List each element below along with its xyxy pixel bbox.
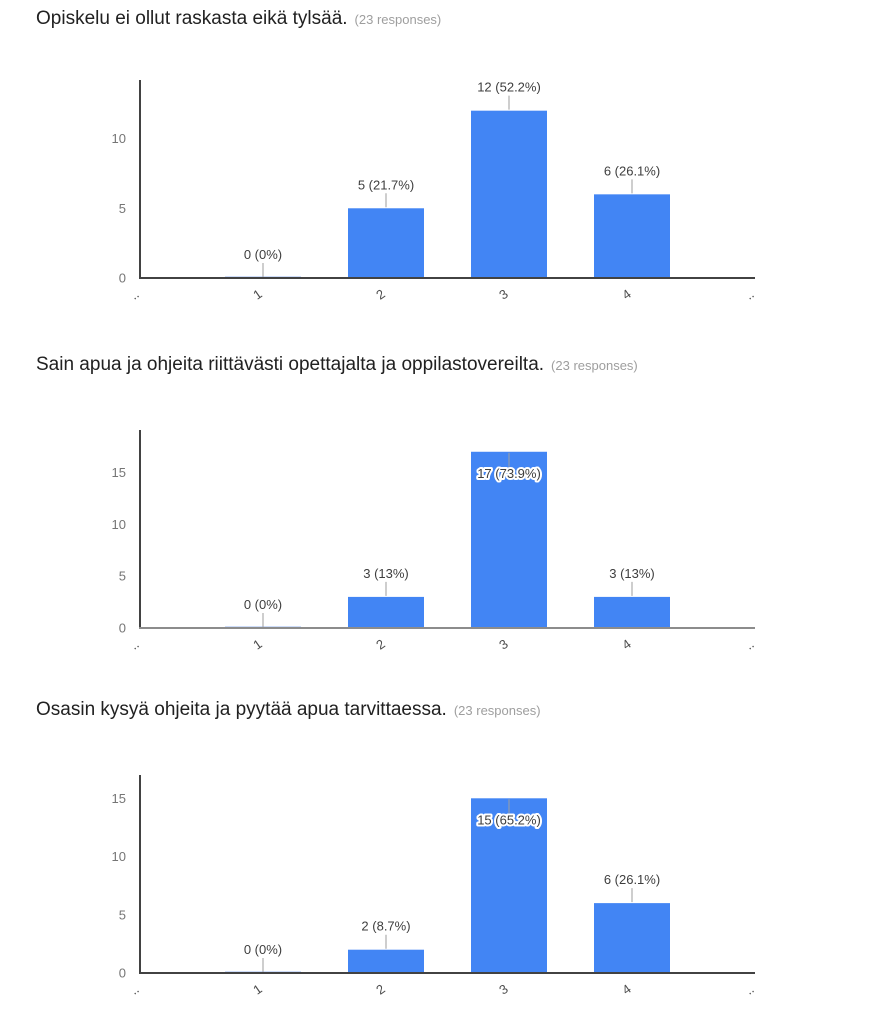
bar-annotation: 3 (13%) <box>609 566 655 581</box>
y-tick-label: 0 <box>119 621 126 636</box>
bar-chart: 0 5 10 15.. 1 2 3 4 .. 0 (0%) 3 (13%) 17 (73.9%) 3 (… <box>112 430 757 653</box>
x-edge-label: .. <box>127 286 142 302</box>
bar-3[interactable] <box>471 451 547 628</box>
bar-3[interactable] <box>471 110 547 278</box>
bar-annotation: 5 (21.7%) <box>358 177 414 192</box>
x-tick-label: 2 <box>373 981 388 997</box>
bar-4[interactable] <box>594 194 670 278</box>
bar-chart: 0 5 10 15.. 1 2 3 4 .. 0 (0%) 2 (8.7%) 15 (65.2%) 6 … <box>112 775 757 998</box>
question-header: Osasin kysyä ohjeita ja pyytää apua tarv… <box>36 697 541 723</box>
x-edge-label: .. <box>742 981 757 997</box>
question-title: Sain apua ja ohjeita riittävästi opettaj… <box>36 354 545 375</box>
bar-annotation: 6 (26.1%) <box>604 872 660 887</box>
x-tick-label: 2 <box>373 636 388 652</box>
y-tick-label: 5 <box>119 201 126 216</box>
bar-annotation: 0 (0%) <box>244 942 282 957</box>
bar-2[interactable] <box>348 949 424 973</box>
bar-annotation: 12 (52.2%) <box>477 80 541 95</box>
x-edge-label: .. <box>127 981 142 997</box>
y-tick-label: 5 <box>119 907 126 922</box>
y-tick-label: 0 <box>119 966 126 981</box>
y-tick-label: 5 <box>119 569 126 584</box>
y-tick-label: 15 <box>112 465 126 480</box>
y-tick-label: 10 <box>112 849 126 864</box>
x-tick-label: 3 <box>496 286 511 302</box>
y-tick-label: 10 <box>112 131 126 146</box>
x-tick-label: 4 <box>619 636 634 652</box>
bar-4[interactable] <box>594 903 670 973</box>
y-tick-label: 0 <box>119 271 126 286</box>
bar-2[interactable] <box>348 208 424 278</box>
bar-3[interactable] <box>471 798 547 973</box>
bar-annotation: 3 (13%) <box>363 566 409 581</box>
x-tick-label: 4 <box>619 286 634 302</box>
bar-annotation: 6 (26.1%) <box>604 163 660 178</box>
x-tick-label: 1 <box>250 981 265 997</box>
question-block-1: Opiskelu ei ollut raskasta eikä tylsää. (… <box>0 0 884 345</box>
y-tick-label: 15 <box>112 791 126 806</box>
response-count: (23 responses) <box>551 358 638 373</box>
question-title: Osasin kysyä ohjeita ja pyytää apua tarv… <box>36 699 447 720</box>
bar-2[interactable] <box>348 596 424 628</box>
x-edge-label: .. <box>742 286 757 302</box>
x-tick-label: 4 <box>619 981 634 997</box>
response-count: (23 responses) <box>354 12 442 27</box>
x-edge-label: .. <box>742 636 757 652</box>
question-title: Opiskelu ei ollut raskasta eikä tylsää. <box>36 8 348 29</box>
x-tick-label: 1 <box>250 636 265 652</box>
bar-annotation-inside: 17 (73.9%) <box>477 466 541 481</box>
x-edge-label: .. <box>127 636 142 652</box>
bar-annotation: 2 (8.7%) <box>361 919 410 934</box>
bar-annotation: 0 (0%) <box>244 597 282 612</box>
bar-chart: 0 5 10.. 1 2 3 4 .. 0 (0%) 5 (21.7%) 12 (52.2%) 6 (… <box>112 80 757 303</box>
x-tick-label: 3 <box>496 981 511 997</box>
bar-annotation-inside: 15 (65.2%) <box>477 812 541 827</box>
y-tick-label: 10 <box>112 517 126 532</box>
response-count: (23 responses) <box>453 703 541 718</box>
bar-annotation: 0 (0%) <box>244 247 282 262</box>
x-tick-label: 2 <box>373 286 388 302</box>
x-tick-label: 3 <box>496 636 511 652</box>
bar-4[interactable] <box>594 596 670 628</box>
x-tick-label: 1 <box>250 286 265 302</box>
question-header: Opiskelu ei ollut raskasta eikä tylsää. (… <box>36 6 441 32</box>
question-header: Sain apua ja ohjeita riittävästi opettaj… <box>36 352 638 378</box>
